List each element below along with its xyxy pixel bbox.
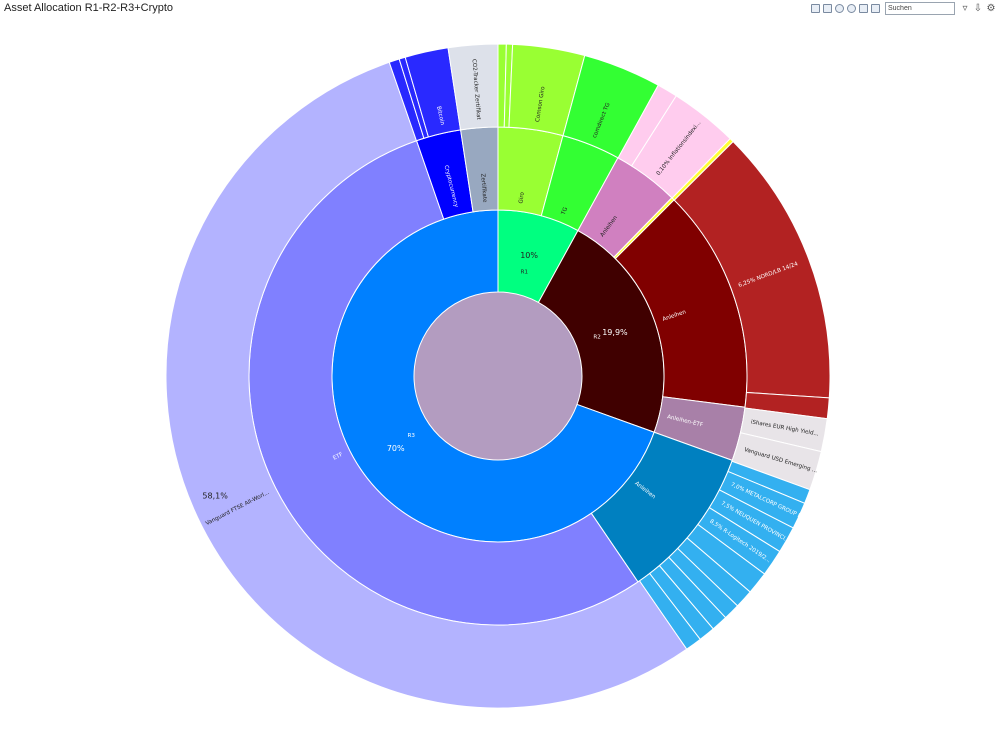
toolbar: ▿ ⇩ ⚙ [811, 2, 996, 15]
sunburst-center[interactable] [414, 292, 582, 460]
search-input[interactable] [885, 2, 955, 15]
segment-label: Comson Giro [535, 86, 547, 123]
download-icon[interactable]: ⇩ [973, 3, 983, 14]
sunburst-segment-co2-tracker-zertifikat[interactable] [447, 43, 499, 131]
segment-label: Bitcoin [435, 106, 445, 126]
segment-label: CO2-Tracker Zertifikat [471, 59, 482, 121]
segment-label: ETF [332, 452, 344, 462]
segment-label: R1 [521, 269, 529, 275]
percentage-label: 19,9% [602, 328, 628, 337]
gear-icon[interactable]: ⚙ [986, 3, 996, 14]
image-icon[interactable] [823, 4, 832, 13]
segment-label: Zertifikate [479, 173, 487, 203]
filter-icon[interactable]: ▿ [962, 3, 968, 14]
bar-chart-icon[interactable] [871, 4, 880, 13]
list-icon[interactable] [811, 4, 820, 13]
segment-label: R2 [593, 335, 600, 341]
globe-icon[interactable] [847, 4, 856, 13]
segment-label: R3 [408, 433, 416, 439]
percentage-label: 58,1% [202, 491, 228, 500]
segment-label: TG [560, 206, 569, 216]
sunburst-segment-vanguard-ftse-all-worl[interactable] [165, 61, 688, 709]
grid-icon[interactable] [859, 4, 868, 13]
percentage-label: 10% [520, 251, 538, 260]
segment-label: Giro [518, 191, 526, 204]
percentage-label: 70% [387, 444, 405, 453]
pie-icon[interactable] [835, 4, 844, 13]
page-title: Asset Allocation R1-R2-R3+Crypto [4, 2, 174, 14]
